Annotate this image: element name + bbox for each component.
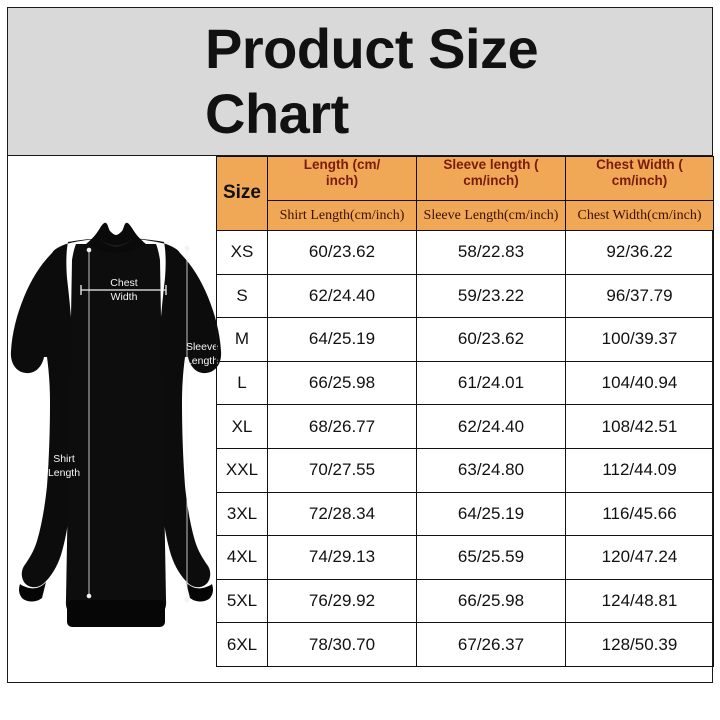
svg-text:Sleeve: Sleeve: [186, 341, 218, 353]
svg-text:Length: Length: [186, 355, 218, 367]
svg-text:Width: Width: [111, 291, 138, 303]
svg-text:Shirt: Shirt: [53, 453, 75, 465]
svg-text:Length: Length: [48, 467, 80, 479]
svg-text:Chest: Chest: [110, 277, 138, 289]
